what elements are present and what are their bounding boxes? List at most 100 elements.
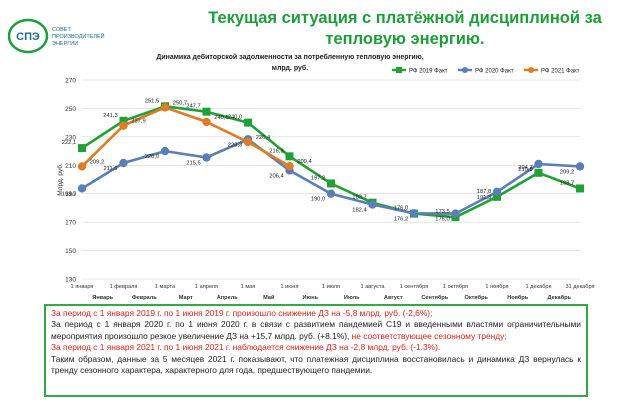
y-tick-label: 170 (65, 220, 76, 227)
x-tick-label: 1 ноября (485, 284, 508, 290)
data-label: 206,4 (269, 173, 284, 179)
x-tick-label: 31 декабря (565, 284, 594, 290)
chart-title: Динамика дебиторской задолженности за по… (156, 53, 423, 61)
month-label: Февраль (132, 295, 157, 301)
commentary-conclusion: Таким образом, данные за 5 месяцев 2021 … (51, 353, 581, 376)
data-label: 210,9 (518, 167, 533, 173)
logo-line-2: ПРОИЗВОДИТЕЛЕЙ (52, 32, 105, 40)
month-label: Июнь (302, 295, 318, 301)
y-tick-label: 150 (65, 248, 76, 255)
data-label: 228,3 (228, 142, 243, 148)
data-label: 190,0 (311, 197, 326, 203)
legend-label: РФ 2021 Факт (541, 69, 580, 75)
y-tick-label: 230 (65, 134, 76, 141)
data-label: 222,1 (62, 140, 77, 146)
data-label: 183,7 (352, 195, 367, 201)
y-tick-label: 190 (65, 191, 76, 198)
legend-marker (396, 67, 402, 73)
company-logo: СПЭ СОВЕТ ПРОИЗВОДИТЕЛЕЙ ЭНЕРГИИ (8, 18, 105, 54)
legend-marker (462, 67, 468, 73)
commentary-2020: За период с 1 января 2020 г. по 1 июня 2… (51, 319, 581, 341)
month-label: Январь (92, 295, 113, 301)
data-label: 226,4 (256, 135, 271, 141)
data-label: 176,2 (394, 216, 409, 222)
month-label: Август (384, 295, 403, 301)
series-point-2 (492, 187, 502, 197)
series-point-1 (119, 116, 128, 125)
data-label: 193,7 (62, 191, 77, 197)
y-tick-label: 270 (65, 78, 76, 85)
series-point-1 (244, 118, 252, 127)
series-point-2 (575, 162, 585, 171)
x-tick-label: 1 июня (280, 284, 298, 290)
month-label: Октябрь (465, 294, 489, 301)
series-point-2 (534, 159, 543, 169)
data-label: 209,4 (297, 159, 312, 165)
series-point-2 (119, 158, 128, 168)
data-label: 250,7 (173, 100, 188, 106)
legend-marker (528, 67, 534, 73)
series-point-1 (78, 144, 86, 153)
series-line-3 (81, 106, 291, 168)
data-label: 173,5 (435, 209, 450, 215)
page-title: Текущая ситуация с платёжной дисциплиной… (200, 8, 610, 50)
series-point-2 (368, 200, 377, 209)
series-point-2 (326, 189, 336, 198)
month-label: Декабрь (548, 294, 572, 301)
series-line-1 (81, 104, 581, 219)
logo-line-3: ЭНЕРГИИ (52, 41, 78, 47)
series-point-1 (202, 107, 211, 116)
series-point-2 (409, 209, 419, 218)
data-label: 209,2 (560, 169, 575, 175)
commentary-2021: За период с 1 января 2021 г. по 1 июня 2… (51, 342, 441, 353)
data-label: 240,0 (228, 115, 243, 121)
series-point-3 (202, 117, 211, 127)
data-label: 240,5 (214, 115, 229, 121)
x-tick-label: 1 февраля (110, 284, 138, 290)
logo-ring (8, 18, 49, 54)
debt-line-chart: Динамика дебиторской задолженности за по… (56, 53, 595, 301)
x-tick-label: 1 августа (361, 284, 386, 290)
series-point-3 (77, 162, 87, 171)
data-label: 241,3 (103, 113, 118, 119)
series-point-3 (243, 137, 253, 147)
legend-label: РФ 2019 Факт (409, 69, 448, 75)
series-point-3 (160, 103, 170, 112)
month-label: Июль (344, 295, 360, 301)
data-label: 247,7 (186, 104, 201, 110)
commentary-box: За период с 1 января 2019 г. по 1 июня 2… (44, 304, 588, 397)
x-tick-label: 1 января (71, 284, 94, 290)
x-tick-label: 1 мая (241, 284, 256, 290)
series-point-2 (451, 209, 460, 218)
data-label: 209,2 (90, 159, 105, 165)
data-label: 187,8 (477, 189, 492, 195)
month-label: Ноябрь (507, 294, 529, 301)
x-tick-label: 1 октября (443, 284, 468, 290)
data-label: 197,2 (311, 175, 326, 181)
data-label: 216,3 (269, 148, 284, 154)
legend-label: РФ 2020 Факт (475, 69, 514, 75)
series-point-1 (327, 179, 335, 188)
logo-line-1: СОВЕТ (52, 27, 71, 33)
chart-subtitle: млрд. руб. (272, 64, 308, 72)
series-point-1 (534, 168, 543, 177)
y-tick-label: 250 (65, 106, 76, 113)
month-label: Сентябрь (421, 294, 448, 301)
series-point-1 (493, 192, 501, 201)
data-label: 215,5 (186, 160, 201, 166)
data-label: 182,4 (352, 208, 367, 214)
y-axis-label: Млрд. руб. (56, 163, 64, 196)
series-point-2 (77, 184, 87, 193)
series-point-2 (160, 146, 170, 156)
data-label: 176,0 (435, 217, 450, 223)
data-label: 191,3 (477, 195, 492, 201)
x-tick-label: 1 апреля (195, 284, 218, 290)
y-tick-label: 130 (65, 277, 76, 284)
month-label: Апрель (217, 295, 238, 301)
series-point-1 (576, 184, 584, 193)
data-label: 176,0 (394, 206, 409, 212)
commentary-2019: За период с 1 января 2019 г. по 1 июня 2… (51, 308, 433, 318)
data-label: 193,7 (560, 180, 575, 186)
x-tick-label: 1 декабря (525, 284, 551, 290)
y-tick-label: 210 (65, 163, 76, 170)
